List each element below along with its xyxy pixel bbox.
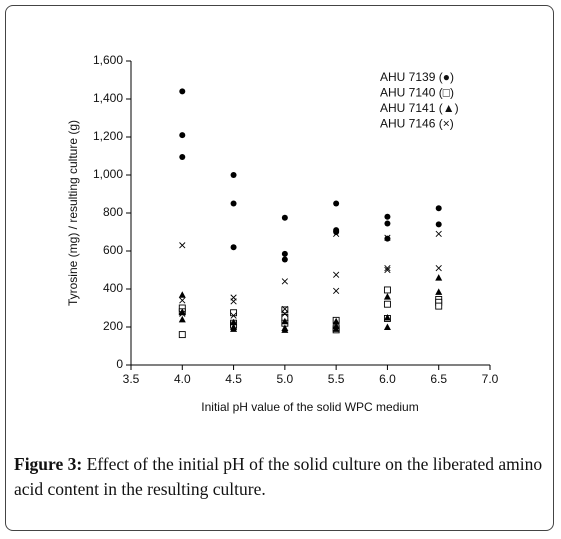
data-point [230,309,238,317]
data-point [435,205,442,212]
data-point [384,220,391,227]
data-point [435,230,442,238]
data-point [281,278,288,285]
x-tick-label: 7.0 [482,372,499,386]
data-point [230,318,238,326]
x-axis-label: Initial pH value of the solid WPC medium [201,400,418,414]
data-point [435,302,443,310]
data-point [333,287,340,295]
data-point [281,306,289,314]
data-point [435,288,443,295]
caption-text: Effect of the initial pH of the solid cu… [14,454,543,499]
y-tick-label: 800 [103,205,123,219]
legend-label: AHU 7146 (×) [380,117,454,131]
figure-caption: Figure 3: Effect of the initial pH of th… [14,452,554,502]
data-point [384,264,391,272]
data-point [281,250,288,257]
data-point [384,234,391,241]
data-point [435,264,442,272]
y-tick-label: 600 [103,243,123,257]
data-point [179,132,186,139]
data-point [230,312,237,319]
x-tick-label: 5.0 [277,372,294,386]
data-point [281,214,288,221]
x-tick-label: 4.5 [225,372,242,386]
data-point [383,323,391,330]
data-point [179,153,186,160]
data-point [281,256,288,263]
data-point [178,331,186,339]
data-point [179,297,186,304]
legend-label: AHU 7139 (●) [380,70,454,84]
data-point [333,271,340,278]
data-point [383,286,391,294]
data-point [332,325,340,332]
data-point [179,88,186,95]
data-point [333,230,340,238]
x-tick-label: 4.0 [174,372,191,386]
data-point [333,229,340,235]
y-tick-label: 1,600 [93,53,123,67]
data-point [383,300,391,308]
data-point [178,315,186,323]
x-tick-label: 6.5 [430,372,447,386]
x-tick-label: 5.5 [328,372,345,386]
data-point [230,298,237,305]
data-point [281,326,289,333]
data-point [384,235,391,242]
data-point [230,200,237,207]
data-point [281,317,289,325]
x-tick-label: 6.0 [379,372,396,386]
data-point [230,325,238,332]
data-point [179,242,186,249]
data-point [178,291,186,298]
data-point [435,274,443,281]
data-point [435,221,442,228]
data-point [333,200,340,207]
data-point [230,172,237,178]
y-tick-label: 1,200 [93,129,123,143]
y-tick-label: 1,400 [93,91,123,105]
data-point [384,213,391,220]
data-point [281,305,288,313]
figure-frame [5,5,554,531]
legend-label: AHU 7141 (▲) [380,101,459,115]
y-tick-label: 0 [116,357,123,371]
legend-label: AHU 7140 (□) [380,86,454,100]
data-point [384,266,391,274]
y-tick-label: 400 [103,281,123,295]
data-point [179,310,186,317]
data-point [332,317,340,325]
y-axis-label: Tyrosine (mg) / resulting culture (g) [66,120,80,306]
y-tick-label: 200 [103,319,123,333]
data-point [281,310,288,317]
data-point [178,308,186,315]
y-tick-label: 1,000 [93,167,123,181]
data-point [230,244,237,251]
caption-label: Figure 3: [14,454,83,474]
data-point [383,314,391,321]
x-tick-label: 3.5 [123,372,140,386]
data-point [383,293,391,300]
